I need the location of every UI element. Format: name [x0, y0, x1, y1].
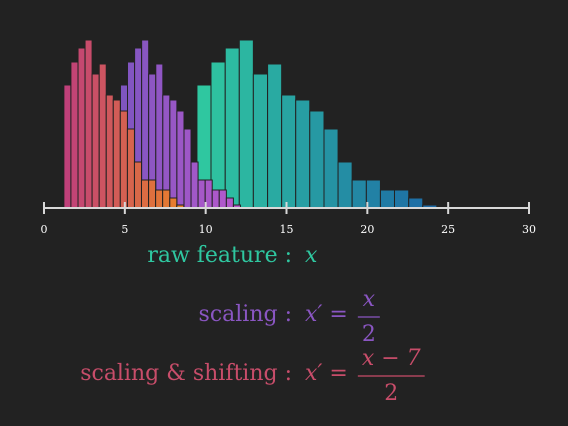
formula-lhs: x′ = — [305, 361, 348, 386]
histogram-bar — [155, 189, 164, 209]
histogram-bar — [351, 179, 367, 209]
histogram-bar — [183, 128, 192, 209]
annotation-label: scaling & shifting : — [80, 361, 292, 386]
histogram-bar — [267, 63, 283, 209]
histogram-bar — [225, 197, 234, 209]
histogram-bar — [77, 47, 86, 209]
x-tick-label: 30 — [522, 223, 536, 236]
histogram-bar — [190, 161, 199, 209]
x-tick-label: 10 — [199, 223, 213, 236]
x-tick-label: 5 — [121, 223, 128, 236]
histogram-bar — [197, 179, 206, 209]
histogram-bar — [210, 61, 226, 209]
histogram-bar — [393, 189, 410, 209]
histogram-bar — [252, 73, 269, 209]
histogram-bar — [105, 94, 114, 209]
histogram-bar — [408, 197, 424, 209]
histogram-bar — [337, 161, 353, 209]
histogram-bar — [126, 128, 135, 209]
histogram-bar — [323, 128, 339, 209]
formula-lhs: x′ = — [305, 302, 348, 327]
x-tick-label: 25 — [441, 223, 455, 236]
histogram-bar — [112, 99, 121, 209]
histogram-bar — [211, 189, 220, 209]
histogram-bar — [63, 84, 72, 209]
formula-lhs: x — [305, 243, 318, 268]
annotation-label: raw feature : — [147, 243, 292, 268]
histogram-bar — [238, 39, 254, 209]
formula-numerator: x — [363, 287, 376, 312]
histogram-bar — [70, 61, 79, 209]
formula-denominator: 2 — [362, 322, 376, 347]
histogram-bar — [309, 110, 325, 209]
histogram-bar — [133, 161, 142, 209]
histogram-bar — [295, 99, 311, 209]
histogram-bar — [162, 189, 171, 209]
histogram-bar — [148, 179, 157, 209]
histogram-bar — [224, 47, 240, 209]
histogram-bar — [176, 110, 185, 209]
histogram-bar — [169, 99, 178, 209]
histogram-bar — [281, 94, 297, 209]
annotation-label: scaling : — [199, 302, 292, 327]
histogram-bar — [91, 73, 100, 209]
formula-denominator: 2 — [384, 381, 398, 406]
x-tick-label: 20 — [360, 223, 374, 236]
histogram-bar — [379, 189, 395, 209]
x-tick-label: 15 — [280, 223, 294, 236]
histogram-bar — [98, 63, 107, 209]
histogram-bar — [155, 63, 164, 209]
histogram-bar — [169, 197, 178, 209]
histogram-bar — [218, 189, 227, 209]
histogram-bar — [119, 110, 128, 209]
formula-numerator: x − 7 — [362, 346, 421, 371]
histogram-bar — [84, 39, 93, 209]
histogram-bar — [140, 179, 150, 209]
histogram-bar — [365, 179, 381, 209]
x-tick-label: 0 — [41, 223, 48, 236]
